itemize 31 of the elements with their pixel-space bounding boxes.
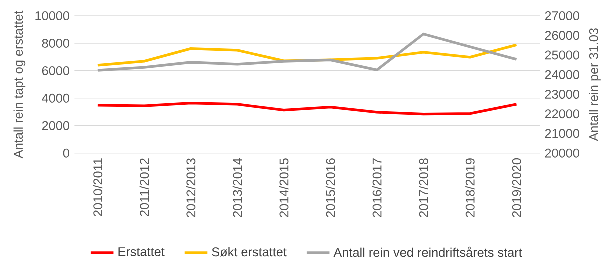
x-tick-label: 2017/2018: [419, 158, 428, 218]
y-tick-label: 6000: [42, 66, 70, 76]
y-tick-label: 10000: [36, 12, 70, 20]
x-tick-label: 2012/2013: [186, 158, 196, 218]
y-tick-label: 2000: [42, 121, 70, 130]
x-tick-label: 2018/2019: [466, 158, 475, 218]
y2-tick-label: 25000: [545, 50, 580, 60]
y2-tick-label: 20000: [545, 148, 580, 158]
y2-tick-label: 27000: [545, 12, 580, 20]
line-series: [96, 102, 518, 116]
legend-label: Erstattet: [118, 248, 165, 256]
y-tick-label: 4000: [42, 94, 70, 103]
y2-tick-label: 22000: [545, 110, 580, 119]
y2-axis-title: Antall rein per 31.03: [589, 28, 601, 142]
y2-tick-label: 23000: [545, 90, 580, 99]
x-tick-label: 2010/2011: [93, 158, 103, 216]
y-tick-label: 0: [63, 148, 70, 158]
x-tick-label: 2014/2015: [279, 158, 289, 218]
y2-tick-label: 24000: [545, 70, 580, 80]
x-tick-label: 2013/2014: [232, 158, 242, 218]
y2-tick-label: 21000: [545, 129, 580, 138]
legend-label: Søkt erstattet: [212, 247, 287, 257]
legend-label: Antall rein ved reindriftsårets start: [334, 246, 522, 258]
x-tick-label: 2016/2017: [372, 158, 382, 218]
y2-tick-label: 26000: [545, 31, 580, 40]
x-tick-label: 2019/2020: [512, 158, 522, 218]
line-series: [96, 32, 518, 72]
x-tick-label: 2011/2012: [140, 158, 150, 216]
x-tick-label: 2015/2016: [326, 158, 336, 218]
y-axis-title: Antall rein tapt og erstattet: [14, 10, 26, 159]
y-tick-label: 8000: [42, 38, 70, 48]
